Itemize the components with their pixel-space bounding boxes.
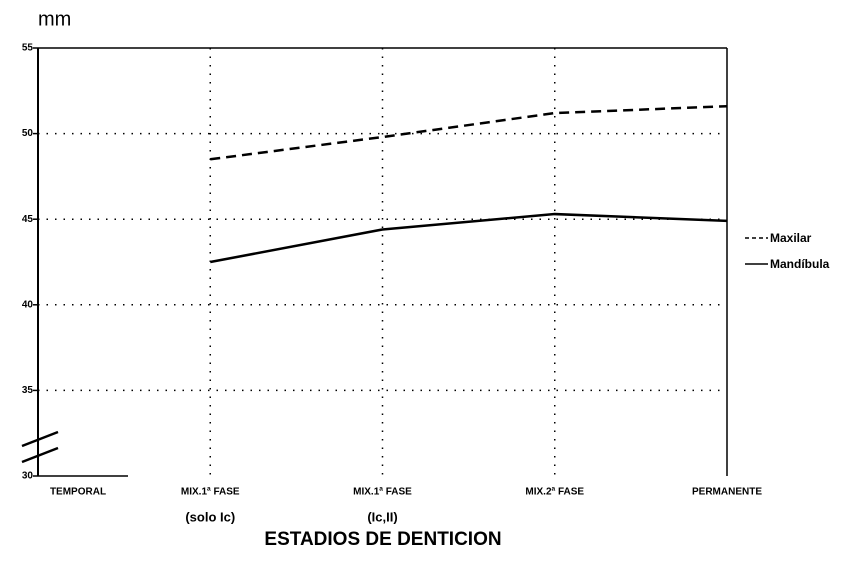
x-tick-label: MIX.1ª FASE xyxy=(353,487,412,498)
legend-label: Mandíbula xyxy=(770,257,830,271)
x-axis-title: ESTADIOS DE DENTICION xyxy=(264,529,501,550)
x-tick-label: (solo Ic) xyxy=(185,509,235,524)
y-tick-label: 45 xyxy=(22,214,34,225)
y-axis-label: mm xyxy=(38,8,71,30)
x-tick-label: MIX.1ª FASE xyxy=(181,487,240,498)
x-tick-label: TEMPORAL xyxy=(50,487,106,498)
legend-label: Maxilar xyxy=(770,231,812,245)
y-tick-label: 35 xyxy=(22,385,34,396)
series-line xyxy=(210,104,728,161)
x-tick-label: PERMANENTE xyxy=(692,487,762,498)
y-tick-label: 50 xyxy=(22,128,34,139)
axis-break xyxy=(21,430,59,464)
y-tick-label: 55 xyxy=(22,43,34,54)
series-line xyxy=(210,212,728,264)
y-tick-label: 30 xyxy=(22,471,34,482)
y-tick-label: 40 xyxy=(22,299,34,310)
x-tick-label: (Ic,II) xyxy=(367,509,397,524)
x-tick-label: MIX.2ª FASE xyxy=(525,487,584,498)
